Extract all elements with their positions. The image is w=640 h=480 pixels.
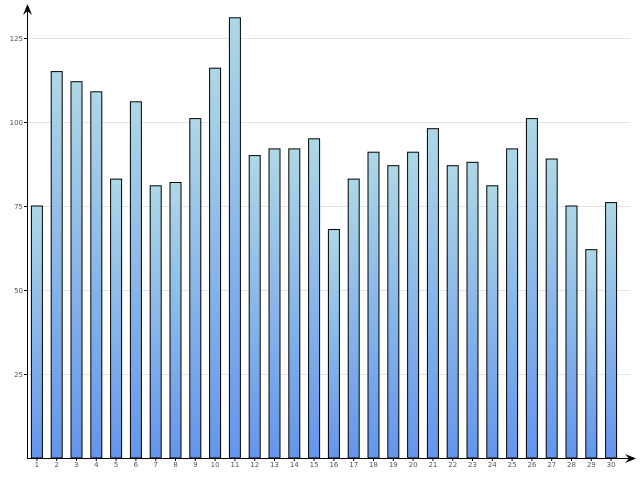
- bar-30: [605, 202, 618, 459]
- x-tick-label: 5: [114, 461, 118, 469]
- bar-21: [426, 128, 439, 459]
- x-tick-label: 30: [607, 461, 616, 469]
- bar-19: [387, 165, 400, 459]
- bar-11: [228, 17, 241, 459]
- bar-28: [565, 205, 578, 459]
- bar-12: [248, 155, 261, 459]
- x-tick-label: 19: [389, 461, 398, 469]
- x-tick-label: 21: [428, 461, 437, 469]
- y-tick-label: 100: [10, 119, 23, 127]
- bar-9: [189, 118, 202, 459]
- x-tick-label: 2: [54, 461, 58, 469]
- x-tick-label: 20: [409, 461, 418, 469]
- y-axis-arrow-icon: [23, 4, 32, 15]
- x-tick-label: 29: [587, 461, 596, 469]
- x-tick-label: 18: [369, 461, 378, 469]
- x-tick-labels: 1 2 3 4 5 6 7 8 9 10 11 12 13 14 15 16 17 18 19 20 21 22 23 24 2…: [35, 458, 616, 469]
- x-tick-label: 28: [567, 461, 576, 469]
- x-tick-label: 27: [547, 461, 556, 469]
- x-tick-label: 25: [508, 461, 517, 469]
- x-tick-label: 23: [468, 461, 477, 469]
- x-tick-label: 10: [211, 461, 220, 469]
- x-axis-arrow-icon: [625, 454, 636, 463]
- bar-29: [585, 249, 598, 459]
- bar-3: [70, 81, 83, 459]
- bar-4: [90, 91, 103, 459]
- bar-24: [486, 185, 499, 459]
- bar-8: [169, 182, 182, 459]
- x-tick-label: 3: [74, 461, 78, 469]
- bar-20: [407, 151, 420, 459]
- bar-23: [466, 161, 479, 459]
- axes: [23, 4, 636, 463]
- y-tick-label: 50: [14, 287, 23, 295]
- y-tick-label: 125: [10, 35, 23, 43]
- bar-22: [446, 165, 459, 459]
- x-tick-label: 16: [329, 461, 338, 469]
- bars: [30, 17, 618, 459]
- x-tick-label: 12: [250, 461, 259, 469]
- y-tick-label: 75: [14, 203, 23, 211]
- bar-25: [506, 148, 519, 459]
- x-tick-label: 1: [35, 461, 39, 469]
- x-tick-label: 6: [134, 461, 139, 469]
- x-tick-label: 8: [173, 461, 177, 469]
- x-tick-label: 4: [94, 461, 99, 469]
- bar-15: [308, 138, 321, 459]
- bar-6: [129, 101, 142, 459]
- bar-1: [30, 205, 43, 459]
- x-tick-label: 13: [270, 461, 279, 469]
- bar-14: [288, 148, 301, 459]
- bar-10: [209, 67, 222, 459]
- x-tick-label: 24: [488, 461, 497, 469]
- bar-5: [110, 178, 123, 459]
- bar-16: [327, 229, 340, 459]
- bar-17: [347, 178, 360, 459]
- y-tick-label: 25: [14, 371, 23, 379]
- bar-18: [367, 151, 380, 459]
- bar-7: [149, 185, 162, 459]
- x-tick-label: 7: [153, 461, 157, 469]
- bar-13: [268, 148, 281, 459]
- bar-27: [545, 158, 558, 459]
- bar-2: [50, 71, 63, 459]
- x-tick-label: 11: [230, 461, 239, 469]
- y-tick-labels: 25 50 75 100 125: [10, 35, 23, 379]
- x-tick-label: 9: [193, 461, 197, 469]
- bar-26: [525, 118, 538, 459]
- x-tick-label: 22: [448, 461, 457, 469]
- x-tick-label: 14: [290, 461, 299, 469]
- x-tick-label: 26: [527, 461, 536, 469]
- x-tick-label: 17: [349, 461, 358, 469]
- x-tick-label: 15: [310, 461, 319, 469]
